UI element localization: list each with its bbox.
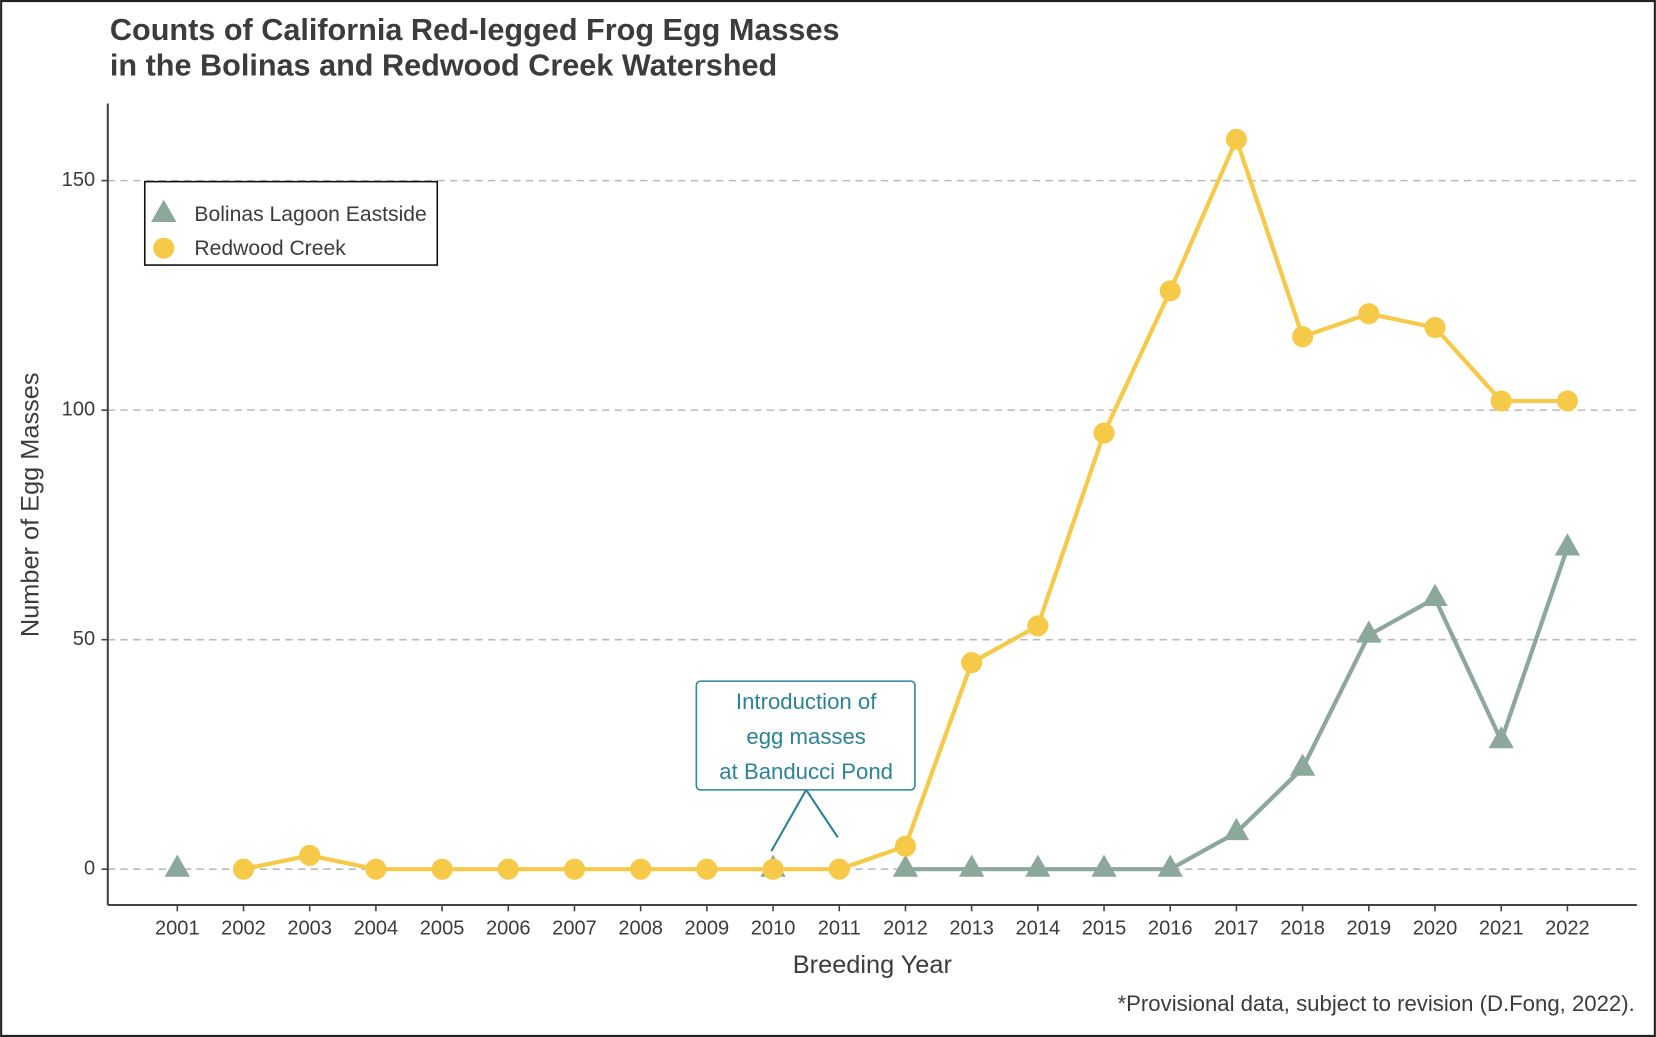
marker (164, 854, 190, 877)
x-tick-label: 2012 (883, 918, 928, 940)
y-tick-label: 50 (73, 628, 95, 650)
legend-box (143, 180, 439, 266)
y-tick-label: 0 (84, 857, 95, 879)
legend-label: Redwood Creek (194, 237, 346, 260)
x-tick-label: 2010 (751, 918, 796, 940)
x-tick-label: 2008 (618, 918, 663, 940)
marker (151, 199, 177, 222)
annotation-text: at Banducci Pond (719, 759, 893, 784)
x-tick-label: 2011 (818, 918, 861, 940)
y-tick-label: 150 (62, 169, 95, 191)
chart-title: Counts of California Red-legged Frog Egg… (110, 13, 840, 47)
x-tick-label: 2016 (1148, 918, 1193, 940)
marker (894, 835, 917, 857)
plot-area (164, 128, 1581, 880)
x-tick-label: 2017 (1214, 918, 1259, 940)
marker (696, 858, 718, 880)
marker (1490, 390, 1512, 412)
annotation-pointer (770, 789, 808, 852)
caption: *Provisional data, subject to revision (… (1118, 991, 1635, 1016)
x-tick-label: 2003 (287, 918, 332, 940)
chart-title: in the Bolinas and Redwood Creek Watersh… (110, 49, 777, 83)
marker (365, 858, 387, 880)
legend-label: Bolinas Lagoon Eastside (194, 203, 426, 226)
marker (1223, 817, 1250, 841)
marker (630, 858, 652, 880)
marker (1093, 422, 1115, 444)
marker (232, 858, 255, 880)
x-tick-label: 2018 (1280, 918, 1325, 940)
marker (961, 652, 983, 674)
annotation-pointer (805, 789, 839, 839)
marker (1356, 620, 1382, 643)
marker (892, 854, 919, 877)
x-tick-label: 2013 (949, 918, 994, 940)
marker (1025, 854, 1051, 877)
x-tick-label: 2022 (1545, 918, 1590, 940)
marker (1159, 280, 1181, 302)
x-tick-label: 2015 (1082, 918, 1127, 940)
x-tick-label: 2021 (1479, 918, 1524, 940)
marker (299, 844, 321, 866)
marker (1488, 726, 1514, 749)
marker (1358, 303, 1380, 325)
x-tick-label: 2019 (1347, 918, 1392, 940)
annotation: Introduction of egg masses at Banducci Pon… (695, 680, 916, 852)
marker (1289, 753, 1316, 776)
y-tick-label: 100 (62, 398, 95, 420)
x-tick-label: 2004 (354, 918, 399, 940)
marker (1554, 533, 1581, 556)
marker (563, 858, 586, 880)
marker (1556, 390, 1578, 412)
marker (1157, 854, 1183, 877)
x-tick-label: 2006 (486, 918, 531, 940)
marker (1091, 854, 1117, 877)
legend: Bolinas Lagoon Eastside Redwood Creek (143, 180, 439, 266)
x-tick-label: 2005 (420, 918, 465, 940)
y-axis-label: Number of Egg Masses (16, 372, 44, 637)
marker (1422, 583, 1448, 606)
marker (1225, 128, 1247, 150)
marker (431, 858, 453, 880)
x-tick-label: 2014 (1016, 918, 1061, 940)
marker (1292, 326, 1314, 348)
marker (828, 858, 850, 880)
marker (1027, 615, 1049, 637)
grid (107, 179, 1637, 870)
x-tick-label: 2001 (155, 918, 200, 940)
annotation-text: egg masses (746, 724, 865, 749)
marker (762, 858, 784, 880)
marker (1424, 316, 1446, 339)
x-axis-label: Breeding Year (793, 951, 953, 979)
x-tick-label: 2002 (221, 918, 266, 940)
marker (153, 237, 175, 259)
annotation-box (695, 680, 916, 791)
x-tick-label: 2020 (1413, 918, 1458, 940)
annotation-text: Introduction of (736, 689, 877, 714)
x-tick-label: 2009 (685, 918, 730, 940)
marker (958, 854, 985, 877)
x-tick-label: 2007 (552, 918, 597, 940)
marker (497, 858, 519, 880)
